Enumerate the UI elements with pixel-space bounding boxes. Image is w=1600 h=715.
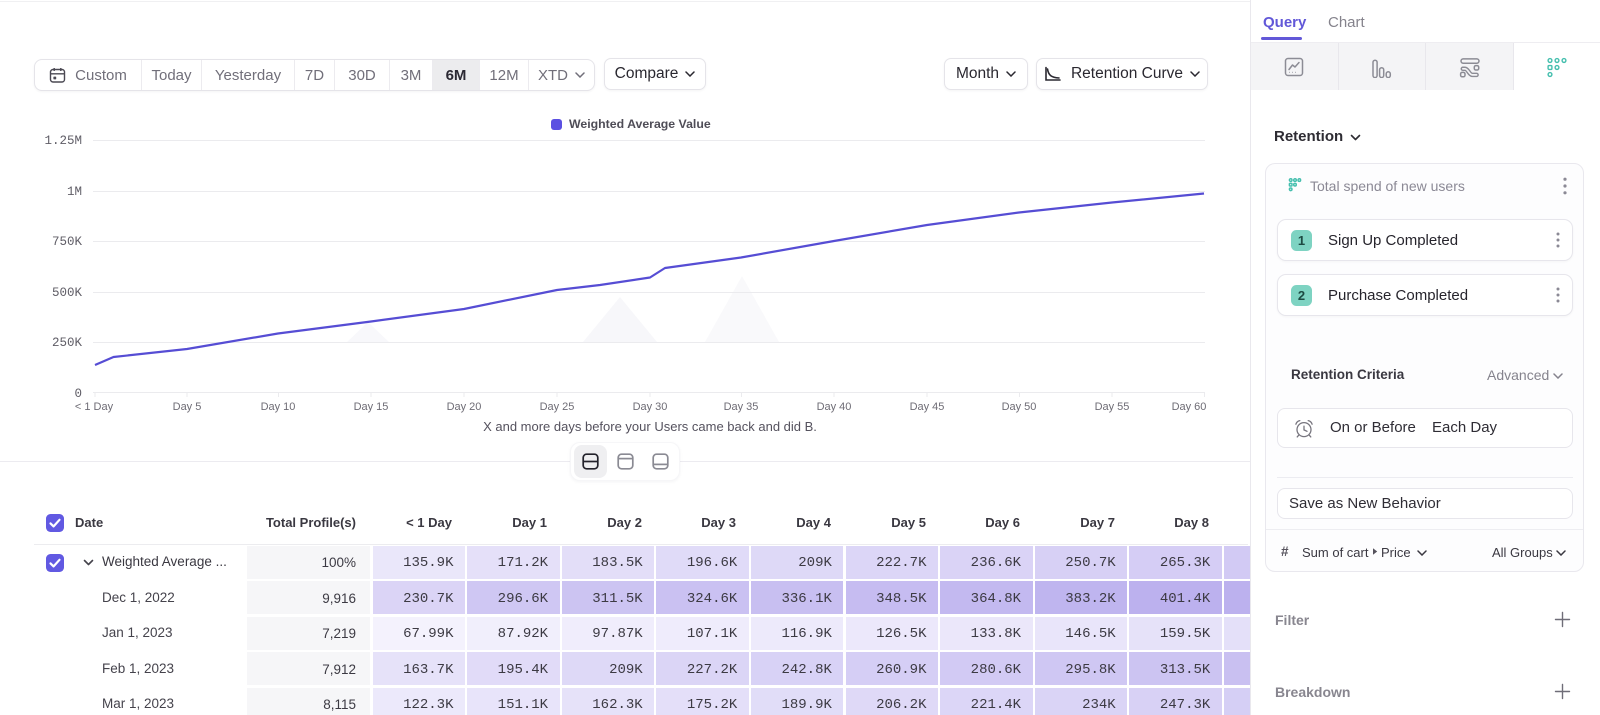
svg-text:Day 60: Day 60 [1172,401,1207,413]
svg-text:250K: 250K [52,336,83,350]
svg-text:1M: 1M [67,185,82,199]
svg-text:Day 30: Day 30 [633,401,668,413]
svg-text:500K: 500K [52,286,83,300]
svg-text:Day 20: Day 20 [447,401,482,413]
svg-text:< 1 Day: < 1 Day [75,401,114,413]
svg-text:750K: 750K [52,235,83,249]
svg-text:Day 55: Day 55 [1095,401,1130,413]
svg-text:Day 50: Day 50 [1002,401,1037,413]
svg-text:1.25M: 1.25M [44,134,82,148]
svg-text:Day 10: Day 10 [261,401,296,413]
svg-text:Day 40: Day 40 [817,401,852,413]
svg-text:Day 35: Day 35 [724,401,759,413]
svg-text:Day 25: Day 25 [540,401,575,413]
svg-text:Day 45: Day 45 [910,401,945,413]
svg-text:0: 0 [74,387,82,401]
svg-text:Day 5: Day 5 [173,401,202,413]
svg-text:Day 15: Day 15 [354,401,389,413]
